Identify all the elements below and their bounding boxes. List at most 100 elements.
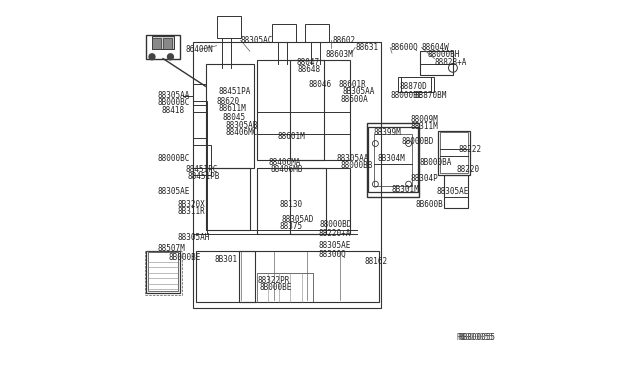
Bar <box>420 51 453 75</box>
Bar <box>147 251 180 293</box>
Text: 88399M: 88399M <box>374 128 401 137</box>
Text: 88451PB: 88451PB <box>187 172 220 181</box>
Text: 88451PA: 88451PA <box>218 87 251 96</box>
Text: 88507M: 88507M <box>157 244 186 253</box>
Text: 88000BB: 88000BB <box>340 161 372 170</box>
Bar <box>291 61 349 160</box>
Bar <box>152 38 161 49</box>
Text: 88305AA: 88305AA <box>337 154 369 163</box>
Text: 8B000BE: 8B000BE <box>259 283 291 292</box>
Bar <box>193 145 211 175</box>
Text: 88870BM: 88870BM <box>414 91 447 100</box>
Text: 8B311R: 8B311R <box>178 207 205 217</box>
Bar <box>305 23 329 42</box>
Text: 88305AA: 88305AA <box>157 91 190 100</box>
Text: 88322PR: 88322PR <box>257 276 290 285</box>
Bar <box>367 123 419 197</box>
Bar <box>257 273 312 302</box>
Text: 88047: 88047 <box>296 58 319 67</box>
Bar <box>196 251 255 302</box>
Bar <box>368 127 418 192</box>
Text: 88305AB: 88305AB <box>226 121 258 129</box>
Bar <box>440 132 468 173</box>
Bar <box>205 64 253 167</box>
Text: 88130: 88130 <box>280 200 303 209</box>
Text: 88305AE: 88305AE <box>436 187 468 196</box>
Text: 88162: 88162 <box>364 257 387 266</box>
Text: 8B000BC: 8B000BC <box>157 99 190 108</box>
Text: 88870D: 88870D <box>399 82 427 91</box>
Text: 88601R: 88601R <box>339 80 366 89</box>
Bar <box>205 167 250 230</box>
Bar <box>193 101 207 138</box>
Text: 8B304M: 8B304M <box>377 154 405 163</box>
Text: 88406MC: 88406MC <box>226 128 258 137</box>
Text: 88000BD: 88000BD <box>320 220 353 229</box>
Text: 88603M: 88603M <box>326 51 353 60</box>
Text: 8B000BE: 8B000BE <box>168 253 201 263</box>
Text: 88009M: 88009M <box>410 115 438 124</box>
Text: 88600Q: 88600Q <box>390 43 418 52</box>
Text: 88828+A: 88828+A <box>435 58 467 67</box>
Bar <box>163 38 172 49</box>
Bar <box>257 61 324 160</box>
Bar <box>193 112 207 167</box>
Bar <box>145 251 182 295</box>
Text: 88600A: 88600A <box>340 95 368 104</box>
Text: 8B000BA: 8B000BA <box>420 157 452 167</box>
Bar <box>291 167 349 234</box>
Bar <box>193 167 207 234</box>
Text: 8B301: 8B301 <box>215 255 238 264</box>
Text: 88305AE: 88305AE <box>318 241 351 250</box>
Text: 88220+A: 88220+A <box>318 230 351 238</box>
Text: 86400N: 86400N <box>185 45 213 54</box>
Text: 88451PC: 88451PC <box>185 165 218 174</box>
Text: 88046: 88046 <box>309 80 332 89</box>
Bar <box>147 35 180 59</box>
Text: RB800055: RB800055 <box>456 333 493 342</box>
Text: 88620: 88620 <box>216 97 240 106</box>
Text: 88311M: 88311M <box>410 122 438 131</box>
Text: 88305AH: 88305AH <box>178 233 210 242</box>
Text: 88222: 88222 <box>458 145 481 154</box>
Bar <box>444 175 468 208</box>
Text: 88000BD: 88000BD <box>401 137 434 146</box>
Text: RB800055: RB800055 <box>458 333 495 342</box>
Text: 88406MB: 88406MB <box>270 165 303 174</box>
Text: 8B320X: 8B320X <box>178 200 205 209</box>
Text: 88418: 88418 <box>161 106 184 115</box>
Bar <box>148 253 178 291</box>
Bar <box>239 251 379 302</box>
Text: 8B301M: 8B301M <box>392 185 420 194</box>
Text: 88000BE: 88000BE <box>390 91 422 100</box>
Bar <box>193 84 205 105</box>
Text: 88305AE: 88305AE <box>157 187 190 196</box>
Text: 88304P: 88304P <box>410 174 438 183</box>
Text: 88300Q: 88300Q <box>318 250 346 259</box>
Text: 88305AC: 88305AC <box>241 36 273 45</box>
Text: 8B600B: 8B600B <box>416 200 444 209</box>
Text: 88305AD: 88305AD <box>281 215 314 224</box>
Text: 88000BC: 88000BC <box>157 154 190 163</box>
Text: 88000BH: 88000BH <box>427 51 460 60</box>
Bar <box>193 42 381 308</box>
Bar <box>374 134 412 186</box>
Circle shape <box>168 54 173 60</box>
Text: 88220: 88220 <box>456 165 480 174</box>
Text: 88648: 88648 <box>298 65 321 74</box>
Bar <box>272 23 296 42</box>
Text: 88045: 88045 <box>222 113 245 122</box>
Text: 88611M: 88611M <box>218 104 246 113</box>
Text: 8B305AA: 8B305AA <box>342 87 374 96</box>
Bar <box>397 77 435 92</box>
Text: 88604W: 88604W <box>422 43 449 52</box>
Bar <box>216 16 241 38</box>
Bar <box>257 167 326 234</box>
Text: 88602: 88602 <box>333 36 356 45</box>
Text: 88375: 88375 <box>280 222 303 231</box>
Text: 88601M: 88601M <box>278 132 305 141</box>
Circle shape <box>149 54 155 60</box>
Bar <box>438 131 470 175</box>
Text: 88631: 88631 <box>355 43 378 52</box>
Bar <box>152 36 174 49</box>
